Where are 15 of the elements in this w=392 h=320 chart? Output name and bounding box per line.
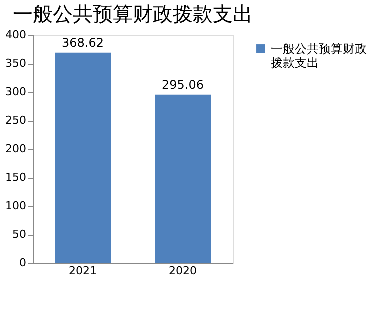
- legend-label: 一般公共预算财政拨款支出: [271, 42, 367, 70]
- y-tick-label: 250: [6, 114, 26, 127]
- y-tick-label: 150: [6, 171, 26, 184]
- chart-title: 一般公共预算财政拨款支出: [13, 2, 253, 26]
- y-tick-label: 400: [6, 28, 26, 42]
- y-tick-label: 0: [20, 256, 26, 270]
- y-tick-label: 350: [6, 57, 26, 70]
- data-label: 368.62: [62, 36, 104, 50]
- x-tick-label: 2020: [169, 264, 197, 278]
- x-tick-label: 2021: [69, 264, 97, 278]
- y-tick-label: 200: [6, 142, 26, 156]
- data-label: 295.06: [162, 78, 204, 92]
- y-tick-label: 50: [12, 228, 26, 241]
- y-tick-label: 100: [6, 200, 26, 212]
- y-tick-label: 300: [6, 86, 26, 98]
